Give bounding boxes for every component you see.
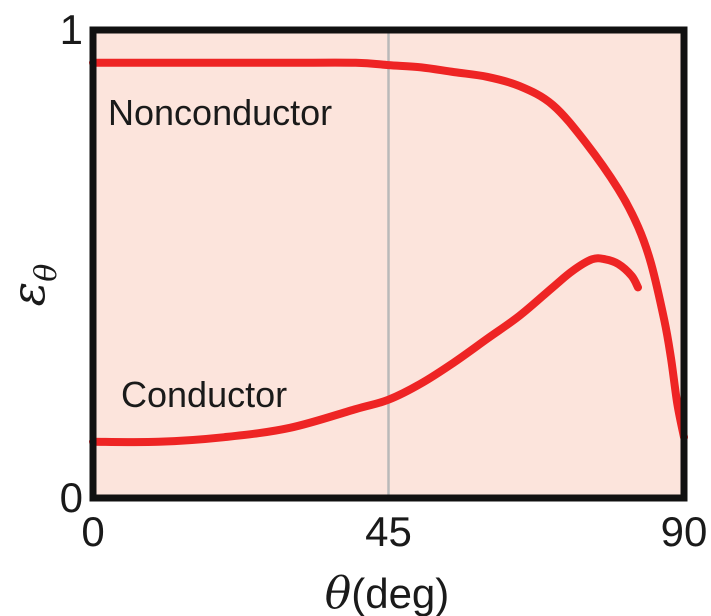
- x-tick-label: 45: [365, 508, 412, 555]
- series-labels: Nonconductor Conductor: [108, 92, 332, 415]
- y-axis-title: εθ: [1, 264, 64, 307]
- x-axis-title: θ(deg): [325, 568, 450, 616]
- series-label-nonconductor: Nonconductor: [108, 92, 332, 133]
- plot-frame: [89, 26, 688, 502]
- series-line-conductor: [89, 254, 642, 447]
- tick-labels: 0 45 90 0 1: [60, 6, 708, 555]
- series-lines: [89, 58, 688, 447]
- series-label-conductor: Conductor: [121, 374, 287, 415]
- series-line-nonconductor: [89, 58, 688, 442]
- y-tick-label: 1: [60, 6, 83, 53]
- x-tick-label: 0: [81, 508, 104, 555]
- x-tick-label: 90: [661, 508, 708, 555]
- y-tick-label: 0: [60, 474, 83, 521]
